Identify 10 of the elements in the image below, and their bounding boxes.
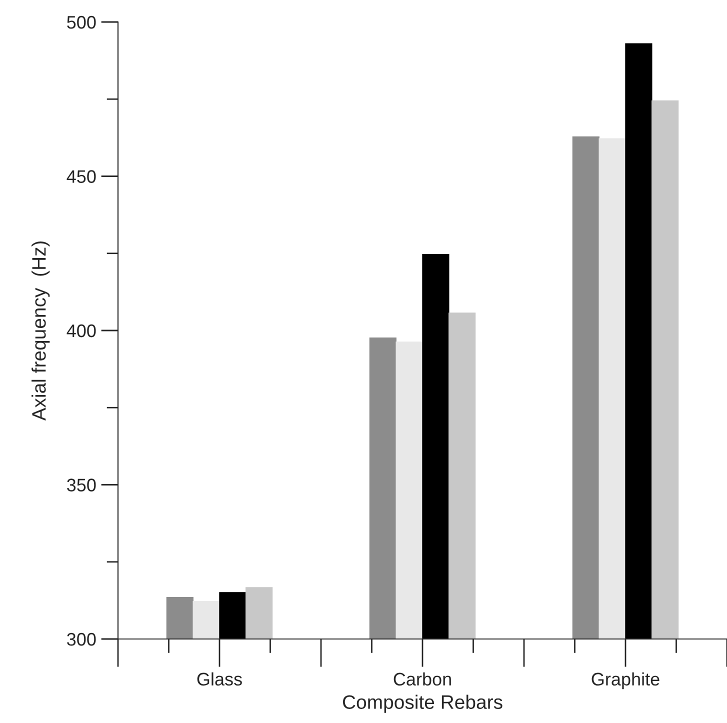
y-tick-label: 300	[67, 632, 96, 646]
y-tick-label: 500	[67, 16, 96, 29]
y-tick-label: 450	[66, 170, 96, 183]
x-axis-title: Composite Rebars	[342, 694, 502, 713]
y-tick-label: 400	[66, 324, 96, 338]
x-tick-label: Carbon	[394, 672, 451, 686]
x-tick-label: Glass	[197, 672, 242, 686]
y-axis-title: Axial frequency (Hz)	[32, 241, 50, 421]
y-tick-label: 350	[67, 478, 96, 492]
x-tick-label: Graphite	[592, 672, 660, 690]
